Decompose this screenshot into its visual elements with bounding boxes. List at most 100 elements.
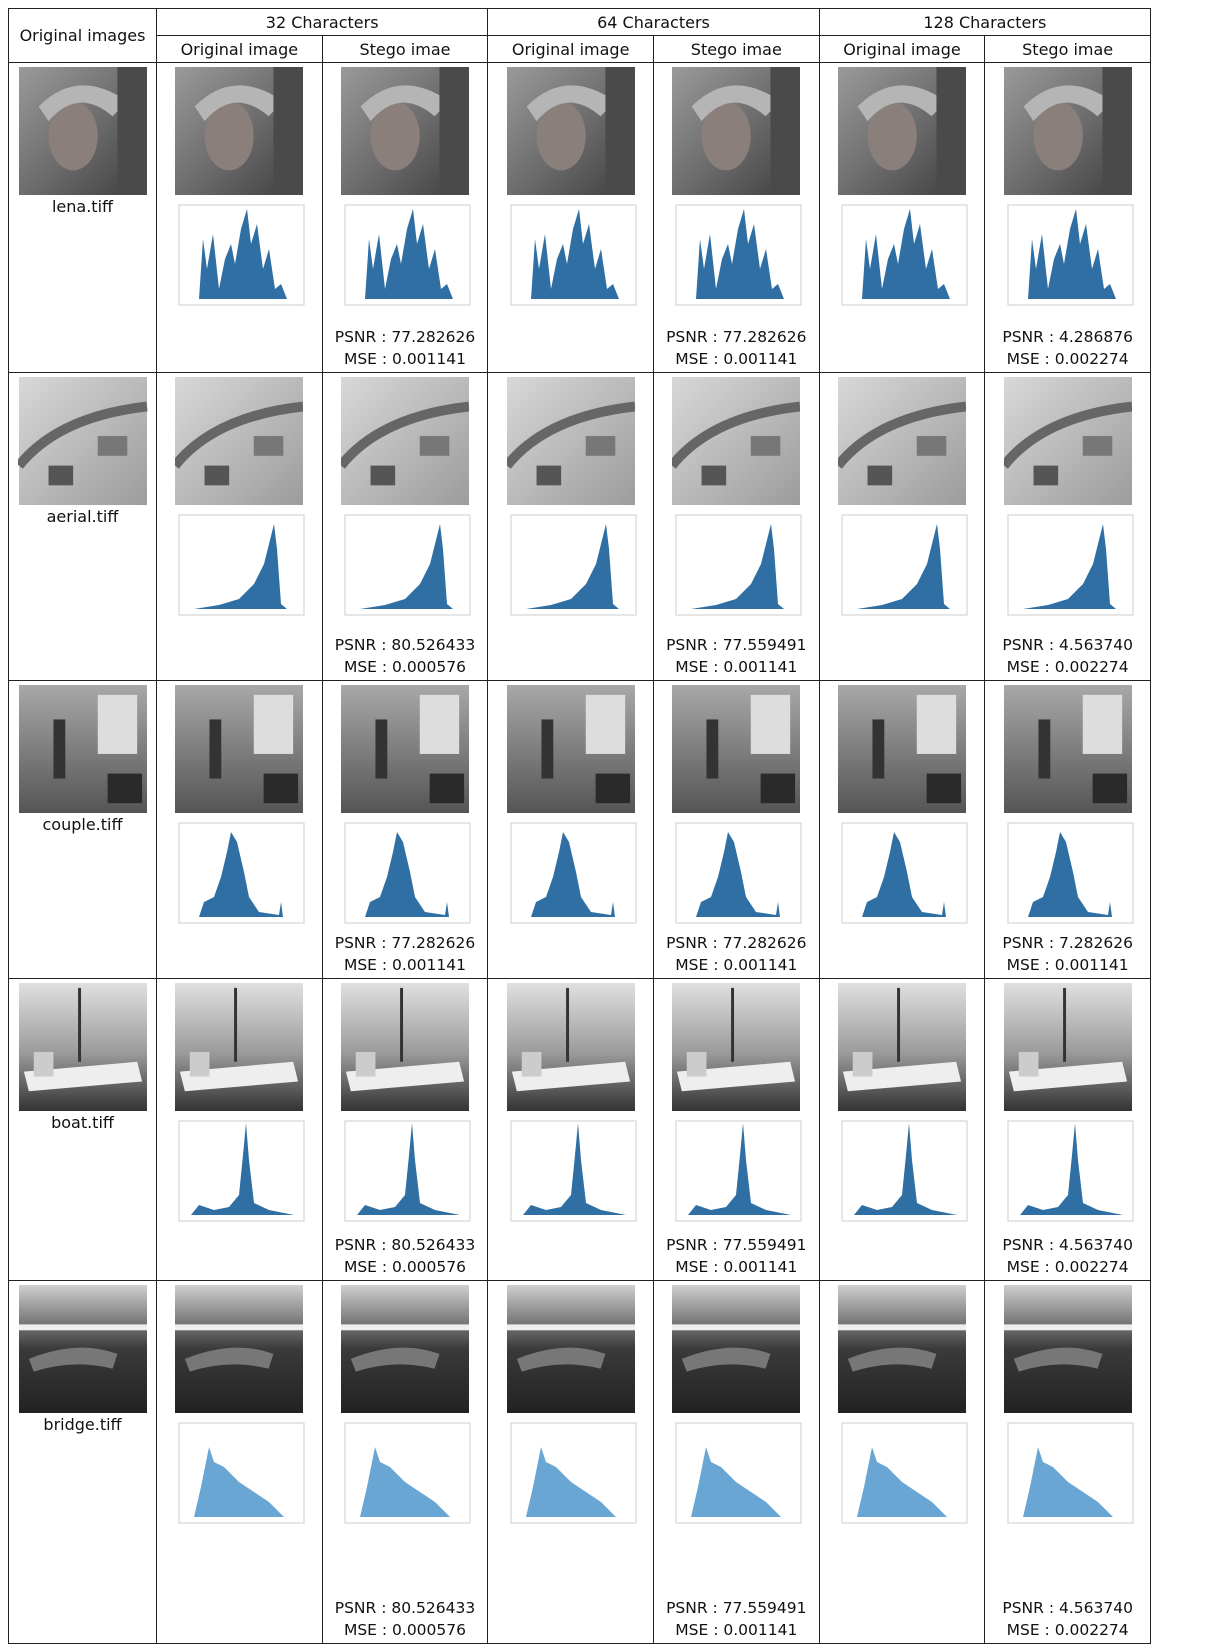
result-cell	[157, 681, 323, 979]
cover-image	[175, 1285, 303, 1413]
histogram	[998, 199, 1138, 314]
histogram-content	[179, 1423, 304, 1523]
histogram-content	[676, 1423, 801, 1523]
cell	[488, 1281, 653, 1643]
subheader-cell: Original image	[488, 36, 654, 63]
histogram-content	[676, 205, 801, 305]
result-cell	[488, 979, 654, 1281]
image-name: lena.tiff	[52, 197, 113, 216]
histogram	[501, 1115, 641, 1230]
histogram	[335, 509, 475, 624]
histogram	[666, 817, 806, 932]
cover-image	[507, 983, 635, 1111]
histogram	[832, 1115, 972, 1230]
histogram	[832, 509, 972, 624]
result-cell	[488, 63, 654, 373]
histogram-content	[842, 1423, 967, 1523]
image-name: aerial.tiff	[47, 507, 119, 526]
cell	[820, 63, 985, 372]
histogram-content	[842, 515, 967, 615]
cover-image	[838, 377, 966, 505]
stego-image-content	[672, 377, 800, 505]
cell	[157, 63, 322, 372]
image-name-cell: boat.tiff	[9, 979, 157, 1281]
stego-image-content	[672, 67, 800, 195]
stego-image-content	[341, 67, 469, 195]
histogram-content	[842, 205, 967, 305]
stego-image	[341, 377, 469, 505]
histogram-content	[842, 1121, 967, 1221]
histogram	[998, 509, 1138, 624]
cover-image-content	[838, 685, 966, 813]
histogram-content	[1008, 515, 1133, 615]
original-image	[18, 67, 148, 195]
histogram-content	[345, 1121, 470, 1221]
stego-image-content	[672, 1285, 800, 1413]
cover-image-content	[175, 983, 303, 1111]
stego-image	[672, 983, 800, 1111]
cover-image	[838, 983, 966, 1111]
histogram-content	[1008, 823, 1133, 923]
cell	[820, 373, 985, 680]
subheader-cell: Stego imae	[322, 36, 488, 63]
cell	[488, 63, 653, 372]
cell	[820, 1281, 985, 1643]
mse: MSE : 0.002274	[1002, 1619, 1133, 1641]
histogram	[666, 1115, 806, 1230]
histogram	[169, 1115, 309, 1230]
histogram	[998, 817, 1138, 932]
cell	[820, 681, 985, 978]
stego-image	[341, 685, 469, 813]
cover-image	[175, 685, 303, 813]
stego-image	[341, 983, 469, 1111]
result-cell	[157, 1281, 323, 1644]
header-cell: 128 Characters	[819, 9, 1150, 36]
cover-image	[838, 685, 966, 813]
histogram-content	[511, 515, 636, 615]
image-name: boat.tiff	[51, 1113, 114, 1132]
mse: MSE : 0.002274	[1002, 656, 1133, 678]
cell	[488, 681, 653, 978]
original-image-content	[19, 67, 147, 195]
result-cell	[157, 373, 323, 681]
psnr: PSNR : 77.559491	[666, 1597, 806, 1619]
psnr: PSNR : 4.563740	[1002, 634, 1133, 656]
mse: MSE : 0.001141	[666, 1256, 806, 1278]
result-cell	[157, 63, 323, 373]
histogram-content	[676, 823, 801, 923]
result-cell	[819, 979, 985, 1281]
psnr: PSNR : 77.559491	[666, 634, 806, 656]
original-image-content	[19, 377, 147, 505]
mse: MSE : 0.001141	[666, 656, 806, 678]
cover-image-content	[507, 377, 635, 505]
psnr: PSNR : 7.282626	[1002, 932, 1133, 954]
stego-image-content	[341, 983, 469, 1111]
result-cell	[819, 63, 985, 373]
psnr: PSNR : 77.282626	[335, 932, 475, 954]
